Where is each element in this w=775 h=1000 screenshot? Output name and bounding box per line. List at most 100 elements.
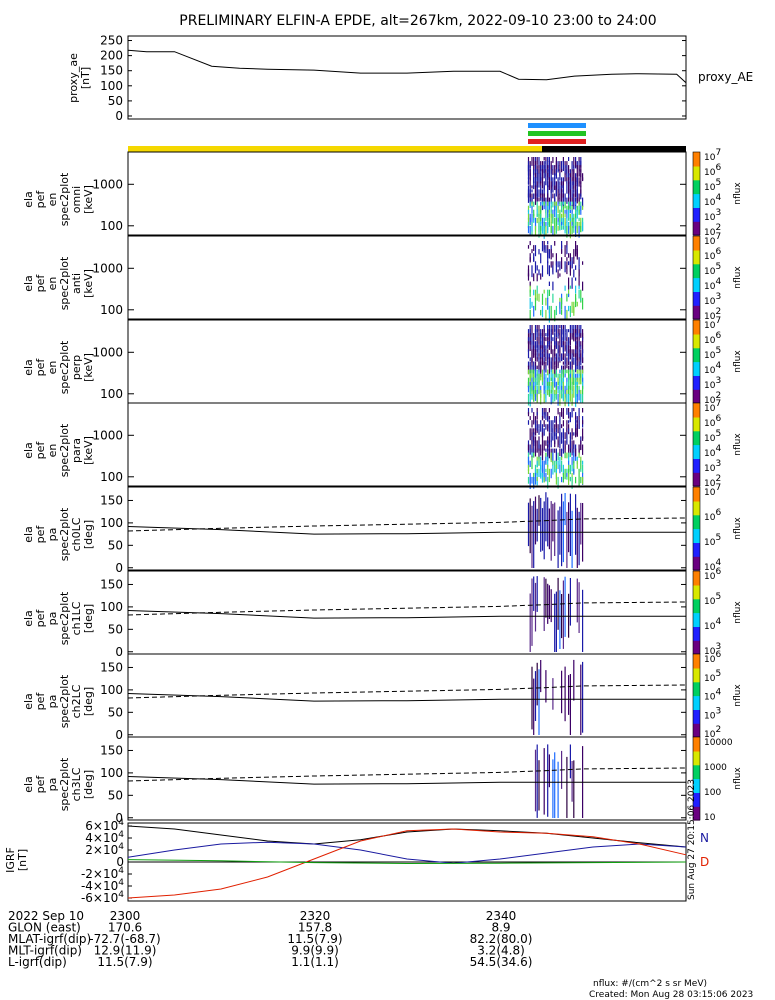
colorbar-tick-label: 103 [704,642,721,657]
panel-ylabel-line: pef [34,190,47,209]
colorbar-label: nflux [733,182,743,205]
spectrogram-pixel [543,577,545,631]
spectrogram-pixel [536,662,538,706]
spectrogram-pixel [571,385,573,391]
spectrogram-pixel [580,456,582,462]
spectrogram-pixel [534,448,537,453]
spectrogram-pixel [559,225,561,231]
colorbar-cell [693,521,700,526]
ae-legend: proxy_AE [698,70,753,84]
panel-ylabel-line: pef [34,775,47,794]
spectrogram-pixel [578,285,580,290]
spectrogram-pixels [527,325,584,407]
igrf-panel: IGRF [nT] -6×104-4×104-2×10402×1044×1046×… [4,779,709,905]
panel-frame [127,319,687,404]
spectrogram-pixel [561,353,563,362]
spectrogram-pixel [550,261,552,268]
colorbar-tick-label: 105 [704,669,721,684]
spectrogram-pixel [531,201,533,209]
spectrogram-pixel [529,173,531,181]
spectrogram-pixel [552,452,554,463]
spectrogram-pixel [538,157,540,169]
spectrogram-pixel [562,209,564,217]
spectrogram-pixel [536,217,538,224]
spectrogram-pixel [550,589,552,623]
spectrogram-pixel [534,173,537,179]
spectrogram-pixel [568,444,570,458]
spectrogram-pixel [550,468,552,479]
spectrogram-pixel [531,578,533,646]
spectrogram-pixels [529,576,584,652]
spectrogram-pixel [534,468,537,476]
colorbar-cell [693,657,700,662]
spectrogram-pixel [561,297,563,310]
spectrogram-pixel [561,408,563,417]
colorbar-cell [693,179,700,184]
colorbar-cell [693,158,700,163]
spectrogram-pixels [534,744,584,818]
spectrogram-pixel [571,177,573,186]
colorbar-cell [693,650,700,655]
spectrogram-pixel [548,373,550,380]
colorbar-label: nflux [733,517,743,540]
spectrogram-pixel [554,361,556,366]
spectrogram-pixel [569,253,571,265]
spectrogram-pixel [554,329,556,333]
spectrogram-pixel [569,217,571,222]
colorbar-cell [693,263,700,268]
spectrogram-pixel [569,305,571,318]
colorbar-tick-label: 106 [704,508,721,523]
spectrogram-pixel [538,189,540,198]
spectrogram-pixel [578,181,580,187]
spectrogram-pixel [557,165,559,172]
spectrogram-pixel [527,361,530,368]
spectrogram-pixel [559,165,561,171]
spectrogram-pixel [534,476,537,485]
spectrogram-pixel [580,325,582,337]
spectrogram-pixel [545,337,547,342]
spectrogram-pixel [543,157,545,161]
spectrogram-pixel [580,189,582,197]
spectrogram-pixel [547,241,549,245]
spectrogram-pixel [533,305,535,317]
spectrogram-pixel [547,209,549,215]
spectrogram-pixel [555,225,557,234]
colorbar-cell [693,172,700,177]
spectrogram-pixel [573,333,575,341]
colorbar-cell [693,294,700,299]
colorbar-cell [693,768,700,773]
spectrogram-pixel [564,373,566,378]
spectrogram-pixel [566,452,568,459]
spectrogram-pixel [559,273,561,277]
spectrogram-pixel [571,476,573,489]
spectrogram-pixel [559,197,561,204]
colorbar-cell [693,802,700,807]
spectrogram-pixel [568,225,570,234]
ae-ytick-label: 100 [100,79,123,93]
ae-ytick-label: 250 [100,34,123,48]
spectrogram-pixel [550,209,552,218]
spectrogram-pixel [576,197,578,204]
panel-ylabel-line: [keV] [82,185,95,214]
spectrogram-pixel [552,349,554,361]
colorbar-cell [693,726,700,731]
spectrogram-pixel [552,678,554,710]
spectrogram-pixel [538,361,540,367]
spectrogram-pixel [534,217,537,231]
spectrogram-pixel [569,674,571,735]
colorbar-tick-label: 102 [704,725,721,740]
footer-value: 2320 [300,909,331,923]
spectrogram-pixel [543,225,545,239]
colorbar-cell [693,207,700,212]
colorbar-cell [693,584,700,589]
spectrogram-pixel [547,157,549,169]
spectrogram-pixel [562,181,564,188]
panel-ylabel-line: ch3LC [70,767,83,801]
spectrogram-pixel [557,389,559,394]
spectrogram-pixel [541,165,544,173]
spectrogram-pixel [538,213,540,220]
colorbar-cell [693,385,700,390]
spectrogram-pixel [545,357,547,362]
spectrogram-pixel [548,357,550,368]
spectrogram-pixel [529,289,531,297]
